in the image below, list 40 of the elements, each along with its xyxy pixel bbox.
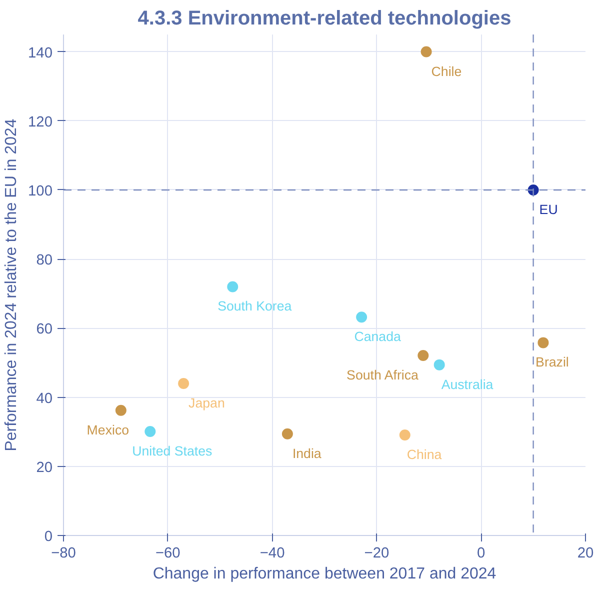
x-axis-title: Change in performance between 2017 and 2024 [152,566,496,582]
point [538,337,549,348]
point [356,312,368,323]
chart-title: 4.3.3 Environment-related technologies [138,8,512,30]
y-tick-label: 100 [28,183,53,200]
x-tick-label: −40 [260,546,285,562]
series-label: United States [132,444,212,458]
series-label: EU [539,202,558,217]
y-tick-label: 60 [36,322,53,338]
y-tick-label: 40 [36,390,53,407]
point [178,378,190,389]
series-label: Australia [441,376,494,392]
series-label: India [292,446,322,461]
x-tick-label: −20 [364,546,390,562]
point [144,426,156,437]
series-label: China [406,446,442,462]
x-tick-label: −60 [155,546,180,562]
series-label: Japan [188,395,225,410]
y-tick-label: 80 [36,252,53,269]
series-label: Mexico [86,422,130,438]
x-tick-label: −80 [51,546,76,562]
y-tick-label: 140 [28,45,53,62]
y-tick-label: 0 [44,529,53,545]
point [420,46,432,58]
point [282,428,293,440]
x-tick-label: 20 [577,546,594,562]
series-label: South Africa [346,367,420,382]
x-tick-label: 0 [477,546,486,562]
point [227,281,238,292]
y-tick-label: 20 [36,460,53,476]
series-label: Chile [431,64,462,79]
point [115,404,126,416]
point [399,429,410,440]
point [418,350,429,361]
point [434,359,445,370]
y-axis-title: Performance in 2024 relative to the EU in 2024 [3,118,20,452]
series-label: Canada [354,329,402,344]
series-label: South Korea [218,298,292,314]
series-label: Brazil [536,354,569,370]
y-tick-label: 120 [28,114,53,130]
